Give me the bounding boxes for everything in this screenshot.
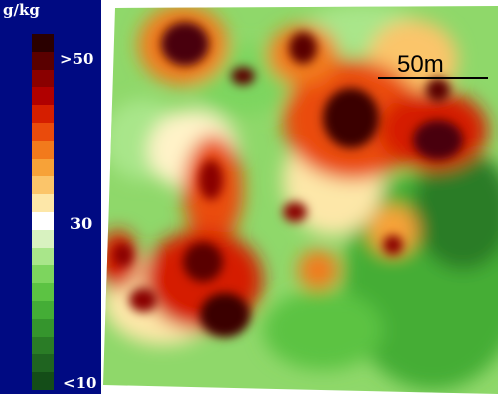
legend-ramp-swatch [32,211,54,230]
legend-ramp-swatch [32,300,54,319]
legend-ramp-swatch [32,69,54,88]
legend-ramp-swatch [32,158,54,177]
legend-color-ramp [32,34,54,390]
legend-ramp-swatch [32,140,54,159]
legend-ramp-swatch [32,176,54,195]
legend-unit-label: g/kg [3,1,40,19]
legend-ramp-swatch [32,34,54,52]
legend-ramp-swatch [32,87,54,106]
legend-ramp-swatch [32,372,54,390]
legend-ramp-swatch [32,283,54,301]
legend-mid-label: 30 [70,214,93,233]
legend-max-label: >50 [60,50,94,68]
legend-ramp-swatch [32,247,54,266]
legend-ramp-swatch [32,265,54,284]
legend-ramp-swatch [32,229,54,248]
legend-min-label: <10 [63,374,97,392]
legend-ramp-swatch [32,105,54,123]
color-legend: g/kg >50 30 <10 [0,0,101,394]
scale-bar-label: 50m [397,51,444,78]
scale-bar: 50m [378,52,488,84]
legend-ramp-swatch [32,194,54,212]
scale-bar-line [378,77,488,79]
legend-divider [101,0,103,394]
concentration-map: 50m [103,0,498,394]
legend-ramp-swatch [32,122,54,141]
legend-ramp-swatch [32,354,54,373]
legend-ramp-swatch [32,51,54,70]
heatmap-field [103,6,498,394]
legend-ramp-swatch [32,318,54,337]
heatmap-surface [103,6,498,394]
legend-ramp-swatch [32,336,54,355]
